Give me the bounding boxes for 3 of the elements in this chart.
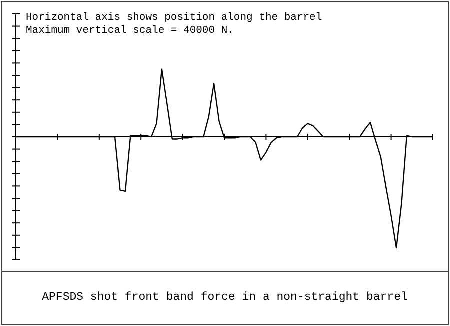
text: Horizontal axis shows position along the barrel [26, 12, 322, 24]
text: APFSDS shot front band force in a non-straight barrel [42, 291, 408, 304]
text: Maximum vertical scale = 40000 N. [26, 25, 234, 37]
